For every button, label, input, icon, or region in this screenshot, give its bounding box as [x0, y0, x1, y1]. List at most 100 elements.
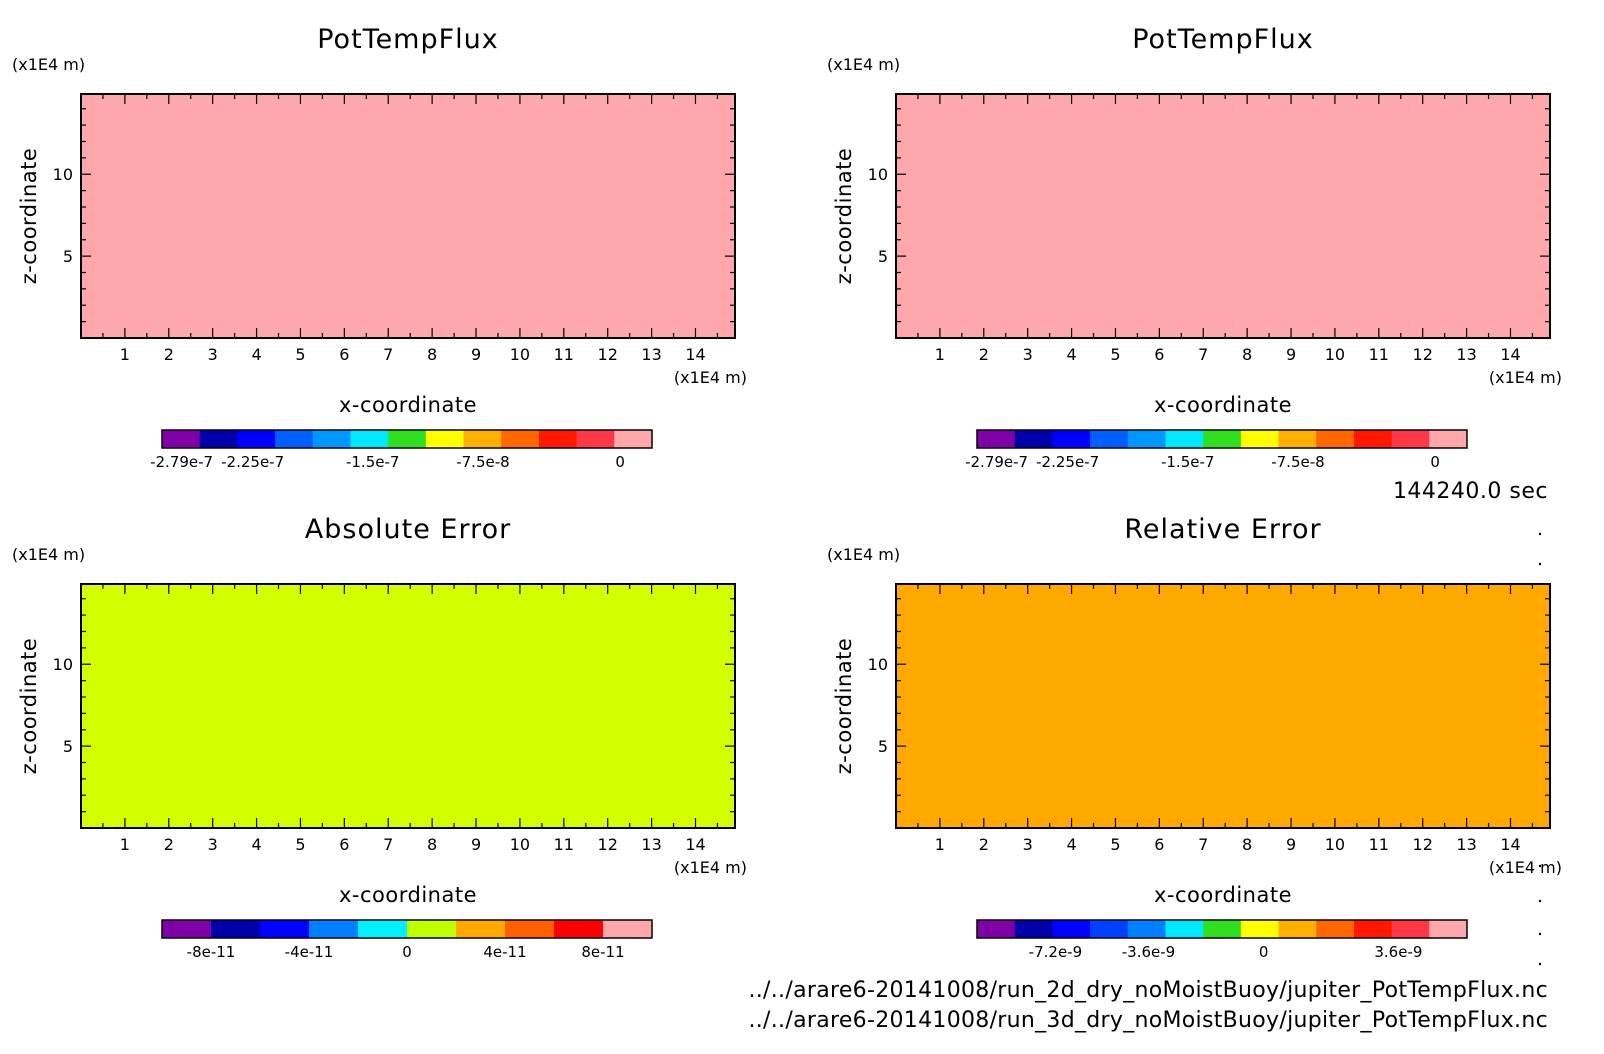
x-tick-label: 12	[598, 345, 618, 364]
x-tick-label: 4	[251, 345, 261, 364]
x-tick-label: 7	[383, 345, 393, 364]
colorbar-swatch	[1203, 430, 1242, 448]
colorbar-swatch	[312, 430, 351, 448]
x-tick-label: 4	[1066, 345, 1076, 364]
file-path-3d: ../../arare6-20141008/run_3d_dry_noMoist…	[748, 1008, 1548, 1033]
colorbar-swatch	[1165, 430, 1204, 448]
x-tick-label: 13	[641, 835, 661, 854]
footer-dot	[1538, 962, 1542, 966]
x-tick-label: 6	[339, 345, 349, 364]
colorbar-swatch	[1391, 430, 1430, 448]
x-tick-label: 4	[1066, 835, 1076, 854]
x-axis-label: x-coordinate	[1154, 393, 1292, 417]
x-tick-label: 9	[1286, 835, 1296, 854]
heatmap-field	[81, 94, 735, 338]
x-tick-label: 14	[1500, 345, 1520, 364]
x-tick-label: 12	[1413, 835, 1433, 854]
x-tick-label: 6	[1154, 345, 1164, 364]
y-unit-label: (x1E4 m)	[827, 545, 900, 564]
y-axis-label: z-coordinate	[17, 638, 41, 775]
x-tick-label: 2	[164, 835, 174, 854]
panels-group: PotTempFlux(x1E4 m)1 2 3 4 5 6 7 8 9 10 11 12 13 1451…	[12, 24, 1562, 961]
colorbar-label: 8e-11	[581, 943, 624, 961]
colorbar-label: -8e-11	[187, 943, 236, 961]
chart-title: PotTempFlux	[1132, 24, 1314, 55]
colorbar-swatch	[1052, 430, 1091, 448]
colorbar-swatch	[358, 920, 408, 938]
x-tick-label: 9	[471, 345, 481, 364]
colorbar-swatch	[260, 920, 310, 938]
x-tick-label: 10	[510, 835, 530, 854]
y-axis-label: z-coordinate	[832, 148, 856, 285]
chart-title: Absolute Error	[305, 514, 511, 545]
x-tick-label: 8	[427, 345, 437, 364]
x-tick-label: 3	[208, 835, 218, 854]
colorbar-label: -7.5e-8	[1271, 453, 1324, 471]
x-tick-label: 8	[1242, 835, 1252, 854]
y-axis-label: z-coordinate	[832, 638, 856, 775]
footer-dot	[1538, 532, 1542, 536]
x-axis-label: x-coordinate	[1154, 883, 1292, 907]
chart-title: Relative Error	[1124, 514, 1321, 545]
x-unit-label: (x1E4 m)	[1489, 858, 1562, 877]
x-tick-label: 13	[1456, 345, 1476, 364]
x-tick-label: 10	[1325, 835, 1345, 854]
colorbar-swatch	[977, 430, 1016, 448]
colorbar-swatch	[1429, 920, 1468, 938]
colorbar-swatch	[603, 920, 653, 938]
x-tick-label: 6	[339, 835, 349, 854]
colorbar-swatch	[977, 920, 1016, 938]
y-unit-label: (x1E4 m)	[12, 55, 85, 74]
x-tick-label: 11	[554, 835, 574, 854]
panel-absolute-error: Absolute Error(x1E4 m)1 2 3 4 5 6 7 8 9 10 11 12 13 1…	[12, 514, 747, 961]
colorbar-label: -1.5e-7	[346, 453, 399, 471]
x-tick-label: 2	[164, 345, 174, 364]
colorbar-swatch	[237, 430, 276, 448]
x-tick-label: 14	[685, 835, 705, 854]
x-tick-label: 7	[383, 835, 393, 854]
colorbar-swatch	[1052, 920, 1091, 938]
colorbar-swatch	[501, 430, 540, 448]
colorbar-swatch	[1316, 920, 1355, 938]
colorbar-swatch	[162, 430, 201, 448]
x-tick-label: 14	[685, 345, 705, 364]
plot-frame	[895, 583, 1551, 829]
footer-dot	[1538, 562, 1542, 566]
y-tick-label: 5	[63, 737, 73, 756]
colorbar-swatch	[1203, 920, 1242, 938]
x-tick-label: 10	[1325, 345, 1345, 364]
x-tick-label: 10	[510, 345, 530, 364]
colorbar-swatch	[275, 430, 314, 448]
plot-frame	[80, 583, 736, 829]
colorbar-swatch	[350, 430, 389, 448]
footer-dot	[1538, 864, 1542, 868]
colorbar-swatch	[554, 920, 604, 938]
colorbar-swatch	[576, 430, 615, 448]
y-unit-label: (x1E4 m)	[12, 545, 85, 564]
colorbar-swatch	[614, 430, 653, 448]
colorbar-swatch	[1278, 920, 1317, 938]
colorbar: -2.79e-7 -2.25e-7 -1.5e-7 -7.5e-8 0	[965, 429, 1468, 471]
x-axis-label: x-coordinate	[339, 393, 477, 417]
x-tick-label: 1	[120, 345, 130, 364]
y-tick-label: 5	[63, 247, 73, 266]
x-tick-label: 1	[120, 835, 130, 854]
colorbar-label: -2.25e-7	[1036, 453, 1099, 471]
colorbar-swatch	[1353, 430, 1393, 448]
colorbar-swatch	[1278, 430, 1317, 448]
x-tick-label: 12	[598, 835, 618, 854]
x-tick-label: 1	[935, 835, 945, 854]
x-tick-label: 5	[295, 835, 305, 854]
colorbar-swatch	[162, 920, 212, 938]
x-unit-label: (x1E4 m)	[674, 368, 747, 387]
colorbar-swatch	[1353, 920, 1393, 938]
x-tick-label: 3	[1023, 835, 1033, 854]
footer-dot	[1538, 932, 1542, 936]
x-tick-label: 3	[208, 345, 218, 364]
panel-pottempflux-3d: PotTempFlux(x1E4 m)1 2 3 4 5 6 7 8 9 10 11 12 13 1451…	[827, 24, 1562, 471]
colorbar-swatch	[456, 920, 506, 938]
colorbar-label: -1.5e-7	[1161, 453, 1214, 471]
footer-dot	[1538, 899, 1542, 903]
colorbar-swatch	[1316, 430, 1355, 448]
